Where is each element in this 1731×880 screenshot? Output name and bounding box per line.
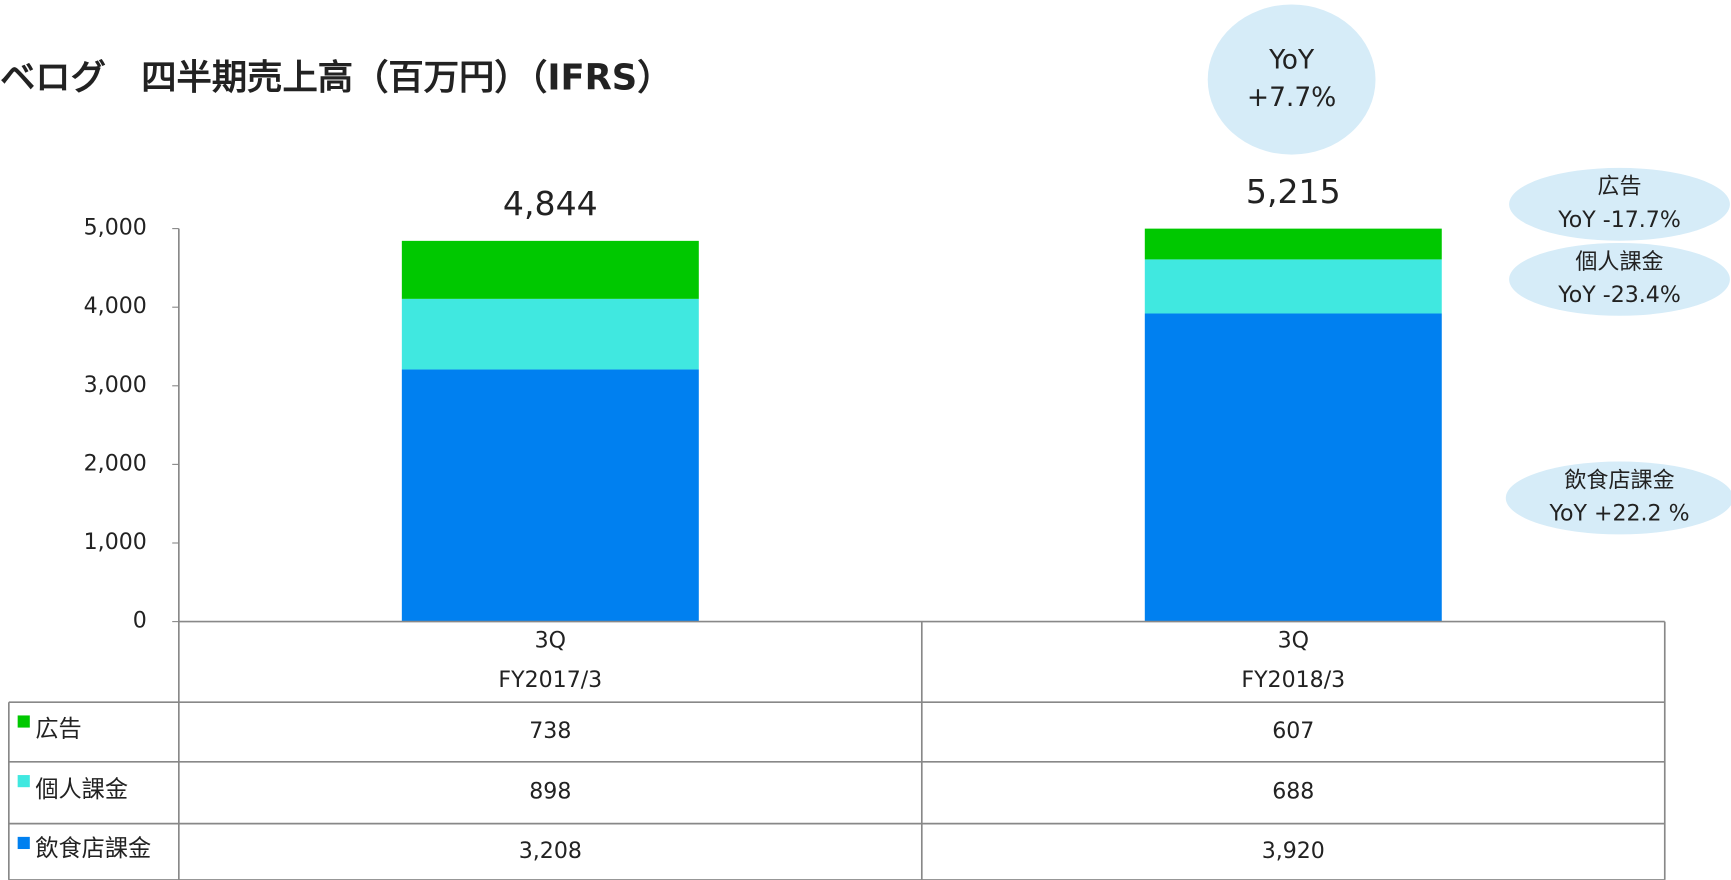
x-tick-label: FY2018/3	[1241, 668, 1345, 693]
annotation-text: 飲食店課金	[1564, 468, 1674, 493]
annotation-text: YoY -23.4%	[1557, 283, 1681, 308]
annotation-text: YoY	[1268, 44, 1315, 75]
total-label: 4,844	[503, 184, 598, 223]
x-tick-label: FY2017/3	[498, 668, 602, 693]
chart-title: ベログ 四半期売上高（百万円）（IFRS）	[0, 58, 673, 99]
y-tick-label: 1,000	[84, 530, 147, 555]
plot-area	[401, 228, 1442, 622]
bar-segment	[1144, 259, 1442, 314]
annotation-text: 個人課金	[1575, 250, 1663, 275]
legend-label: 個人課金	[35, 776, 128, 803]
y-tick-label: 0	[133, 609, 147, 634]
annotation-bubble	[1509, 242, 1730, 316]
table-value: 3,208	[519, 839, 582, 864]
bar-segment	[401, 240, 699, 299]
table-value: 3,920	[1262, 839, 1325, 864]
legend-label: 飲食店課金	[35, 835, 151, 862]
x-tick-label: 3Q	[535, 628, 566, 653]
annotation-bubble	[1207, 4, 1376, 155]
bar-segment	[1144, 228, 1442, 260]
legend-swatch	[17, 775, 30, 788]
legend-swatch	[17, 836, 30, 850]
table-value: 738	[529, 719, 571, 744]
bar-segment	[401, 369, 699, 622]
legend-swatch	[17, 715, 30, 728]
table-value: 688	[1272, 780, 1314, 805]
annotation-text: YoY -17.7%	[1557, 208, 1681, 233]
y-tick-label: 3,000	[84, 373, 147, 398]
annotation-text: +7.7%	[1247, 82, 1336, 113]
annotation-bubble	[1509, 167, 1730, 241]
annotation-text: YoY +22.2 %	[1548, 502, 1689, 527]
y-tick-label: 4,000	[84, 294, 147, 319]
table-value: 607	[1272, 719, 1314, 744]
bar-segment	[1144, 313, 1442, 622]
annotation-text: 広告	[1597, 175, 1641, 200]
y-tick-label: 5,000	[84, 216, 147, 241]
table-value: 898	[529, 780, 571, 805]
total-label: 5,215	[1246, 172, 1341, 211]
legend-label: 広告	[35, 715, 81, 742]
y-tick-label: 2,000	[84, 451, 147, 476]
bar-segment	[401, 298, 699, 370]
x-tick-label: 3Q	[1278, 628, 1309, 653]
annotation-bubble	[1505, 461, 1731, 535]
